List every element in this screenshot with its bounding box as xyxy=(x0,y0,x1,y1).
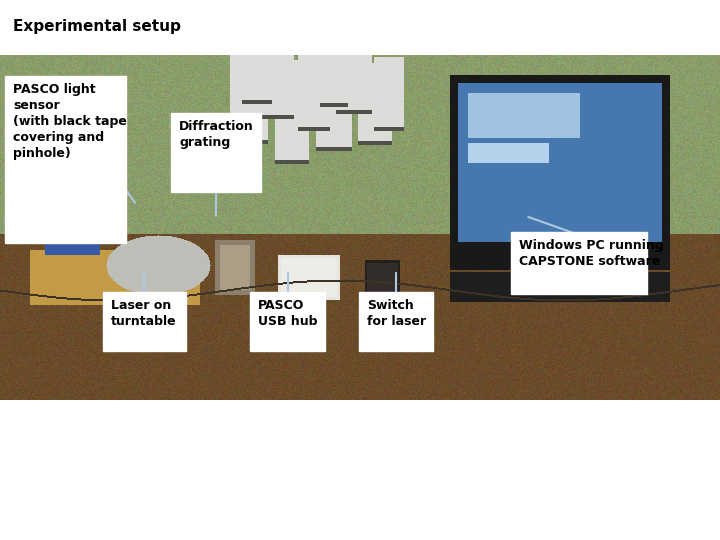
Text: PASCO light
sensor
(with black tape
covering and
pinhole): PASCO light sensor (with black tape cove… xyxy=(13,83,127,160)
FancyBboxPatch shape xyxy=(5,76,126,243)
Text: Switch
for laser: Switch for laser xyxy=(367,299,426,328)
FancyBboxPatch shape xyxy=(103,292,186,351)
Text: Laser on
turntable: Laser on turntable xyxy=(111,299,176,328)
FancyBboxPatch shape xyxy=(359,292,433,351)
Text: PASCO
USB hub: PASCO USB hub xyxy=(258,299,318,328)
Text: Experimental setup: Experimental setup xyxy=(13,19,181,34)
Text: Diffraction
grating: Diffraction grating xyxy=(179,120,254,150)
FancyBboxPatch shape xyxy=(511,232,647,294)
FancyBboxPatch shape xyxy=(171,113,261,192)
Text: Windows PC running
CAPSTONE software: Windows PC running CAPSTONE software xyxy=(519,239,664,268)
FancyBboxPatch shape xyxy=(250,292,325,351)
